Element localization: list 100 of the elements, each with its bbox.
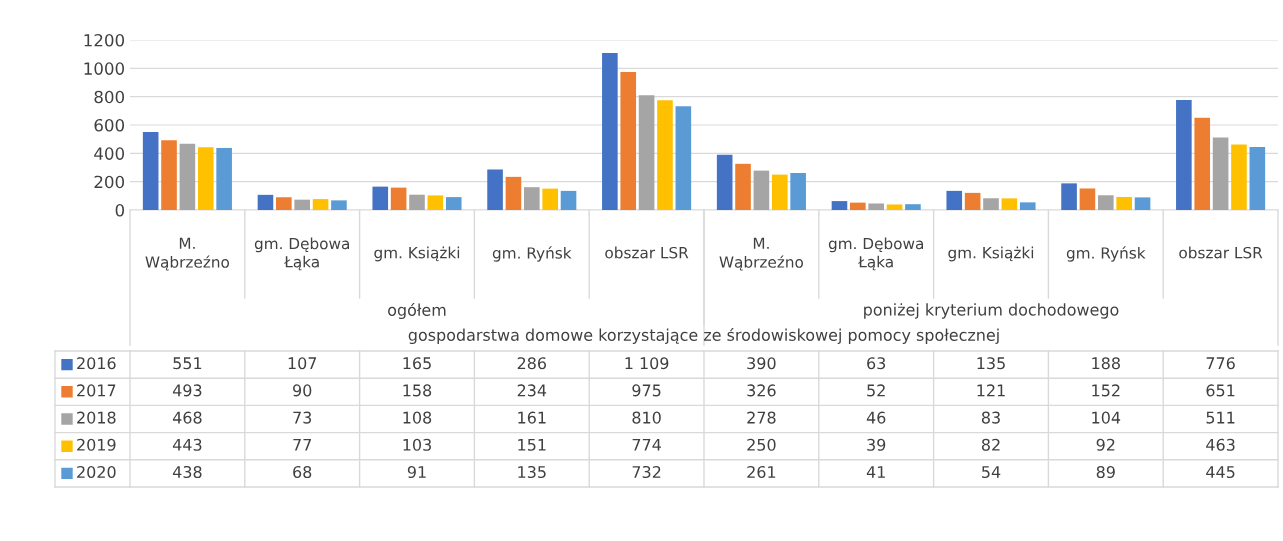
y-tick-label: 400 (94, 147, 125, 160)
data-label: 188 (1092, 357, 1120, 370)
data-label: 89 (1096, 465, 1115, 479)
data-label: 651 (1206, 384, 1235, 397)
bar (1079, 188, 1096, 210)
bar (1194, 117, 1211, 210)
data-label: 46 (866, 411, 886, 424)
data-label: 443 (172, 438, 202, 451)
bar (445, 197, 462, 210)
bar (523, 187, 540, 210)
bar (886, 204, 903, 210)
data-label: 286 (517, 357, 547, 370)
data-label: 468 (172, 411, 202, 424)
y-tick-label: 1000 (84, 62, 125, 75)
legend-label: 2017 (77, 384, 116, 397)
data-label: 135 (518, 465, 546, 479)
y-tick-label: 1200 (84, 33, 125, 47)
bar (1019, 202, 1036, 210)
x-tick-label: obszar LSR (605, 246, 689, 259)
data-label: 90 (293, 384, 312, 397)
bar (312, 199, 329, 210)
data-label: 135 (977, 357, 1005, 370)
data-label: 68 (293, 465, 312, 479)
text: gospodarstwa domowe korzystające ze środowiskowej pomocy społecznej (408, 327, 999, 345)
data-label: 774 (632, 438, 661, 451)
data-label: 82 (981, 438, 1000, 451)
data-label: 103 (403, 438, 431, 451)
text: poniżej kryterium dochodowego (864, 303, 1119, 319)
bar (735, 163, 751, 210)
data-label: 975 (632, 384, 661, 397)
data-label: 77 (293, 438, 311, 451)
bar (505, 176, 522, 210)
bar (179, 143, 196, 210)
data-label: 91 (407, 465, 426, 479)
data-label: 261 (747, 465, 776, 479)
data-label: 52 (867, 384, 885, 397)
data-label: 165 (403, 357, 431, 370)
bar (331, 200, 347, 210)
bar (657, 100, 673, 210)
bar (1001, 198, 1018, 210)
bar (983, 198, 999, 210)
bar (638, 95, 655, 210)
bar (372, 186, 389, 210)
bar (868, 203, 885, 210)
legend-label: 2018 (77, 411, 116, 424)
bar (487, 169, 503, 210)
legend-label: 2020 (77, 465, 116, 479)
bar (216, 147, 232, 210)
x-tick-label: gm. Książki (374, 246, 460, 262)
data-label: 511 (1206, 411, 1235, 424)
x-tick-label: gm. Ryńsk (492, 246, 572, 262)
bar (620, 71, 637, 210)
bar (602, 52, 618, 210)
bar (831, 201, 848, 210)
data-label: 54 (982, 466, 1001, 479)
data-label: 151 (518, 438, 546, 451)
x-tick-label: M. Wąbrzeźno (145, 237, 230, 271)
data-label: 108 (403, 411, 432, 424)
bar (1249, 146, 1266, 210)
y-tick-label: 800 (94, 90, 125, 104)
bar (409, 194, 425, 210)
data-label: 250 (747, 438, 776, 451)
bar (161, 140, 177, 210)
x-tick-label: obszar LSR (1179, 246, 1263, 259)
data-label: 326 (747, 384, 776, 397)
text: ogółem (388, 302, 446, 320)
bar (790, 173, 806, 210)
data-label: 278 (747, 411, 776, 424)
data-label: 63 (867, 357, 886, 370)
data-label: 73 (293, 411, 312, 424)
bar (1116, 196, 1132, 210)
data-label: 39 (867, 438, 886, 451)
data-label: 161 (518, 411, 546, 424)
x-tick-label: M. Wąbrzeźno (719, 237, 804, 271)
bar (560, 190, 577, 210)
data-label: 234 (517, 384, 547, 397)
bar (294, 199, 311, 210)
data-label: 1 109 (625, 357, 669, 370)
data-label: 107 (288, 357, 317, 370)
x-tick-label: gm. Dębowa Łąka (254, 237, 349, 271)
data-label: 104 (1092, 411, 1121, 424)
y-tick-label: 0 (115, 203, 125, 217)
data-label: 152 (1092, 384, 1120, 397)
legend-label: 2019 (77, 438, 116, 451)
data-label: 732 (632, 465, 661, 479)
bar (850, 202, 866, 210)
bar (964, 192, 981, 210)
data-label: 551 (173, 357, 202, 370)
data-label: 438 (172, 465, 202, 479)
data-label: 445 (1206, 466, 1235, 479)
x-tick-label: gm. Ryńsk (1066, 246, 1146, 262)
y-tick-label: 200 (94, 175, 125, 189)
bar (771, 174, 788, 210)
data-label: 121 (977, 384, 1005, 397)
data-label: 83 (981, 411, 1000, 424)
bar (675, 106, 692, 210)
data-label: 776 (1206, 357, 1235, 370)
bar (1212, 137, 1229, 210)
legend-label: 2016 (77, 357, 116, 370)
bar (1134, 197, 1151, 210)
